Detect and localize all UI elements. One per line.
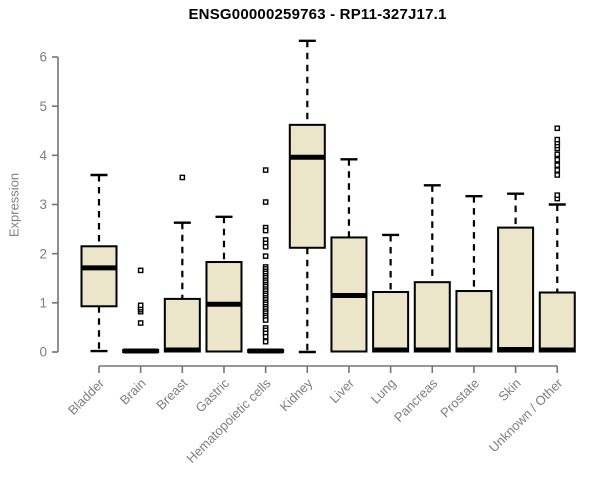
outlier-point <box>262 333 269 340</box>
outlier-point <box>554 151 561 158</box>
y-tick-label: 3 <box>39 197 47 212</box>
outlier-point <box>262 199 269 205</box>
boxplot-skin <box>497 192 535 353</box>
box <box>372 291 410 353</box>
x-tick-label: Gastric <box>192 375 232 415</box>
boxplot-brain <box>122 267 160 354</box>
outlier-point <box>554 125 561 132</box>
outlier-point <box>262 243 269 250</box>
y-tick-label: 5 <box>39 99 47 114</box>
box <box>288 123 326 249</box>
boxplot-pancreas <box>413 184 451 353</box>
box <box>497 226 535 353</box>
y-tick-label: 4 <box>39 148 47 163</box>
outlier-point <box>554 136 561 143</box>
outlier-point <box>554 156 561 163</box>
boxplot-unknown-other <box>538 125 576 353</box>
x-tick-label: Prostate <box>437 376 482 421</box>
boxplot-gastric <box>205 215 243 353</box>
outlier-point <box>137 302 144 309</box>
boxplot-kidney <box>288 39 326 354</box>
outlier-point <box>262 317 269 323</box>
box <box>455 290 493 353</box>
y-tick-label: 1 <box>39 295 47 310</box>
outlier-point <box>137 320 144 326</box>
y-tick-label: 0 <box>39 345 47 360</box>
outlier-point <box>262 338 269 345</box>
x-tick-label: Pancreas <box>391 375 441 425</box>
boxplot-hematopoietic-cells <box>247 167 285 354</box>
box <box>163 297 201 353</box>
boxplot-bladder <box>80 173 118 353</box>
outlier-point <box>554 192 561 198</box>
outlier-point <box>179 174 186 181</box>
box <box>538 291 576 353</box>
x-tick-label: Unknown / Other <box>486 375 566 455</box>
outlier-point <box>262 167 269 173</box>
x-tick-label: Liver <box>327 375 358 406</box>
outlier-point <box>262 253 269 259</box>
y-tick-label: 2 <box>39 246 47 261</box>
outlier-point <box>554 172 561 178</box>
x-tick-label: Kidney <box>277 375 316 414</box>
y-tick-label: 6 <box>39 50 47 65</box>
x-tick-label: Lung <box>368 376 399 407</box>
x-tick-label: Brain <box>117 376 149 408</box>
outlier-point <box>262 227 269 234</box>
outlier-point <box>137 267 144 274</box>
x-tick-label: Bladder <box>65 375 108 418</box>
boxplot-breast <box>163 174 201 353</box>
chart-title: ENSG00000259763 - RP11-327J17.1 <box>188 6 447 23</box>
box <box>413 281 451 353</box>
x-tick-label: Skin <box>495 376 523 404</box>
boxplot-lung <box>372 233 410 353</box>
x-tick-label: Breast <box>153 375 190 412</box>
outlier-point <box>554 167 561 173</box>
boxplot-liver <box>330 158 368 353</box>
outlier-point <box>554 162 561 168</box>
boxplot-prostate <box>455 194 493 353</box>
box <box>80 245 118 308</box>
